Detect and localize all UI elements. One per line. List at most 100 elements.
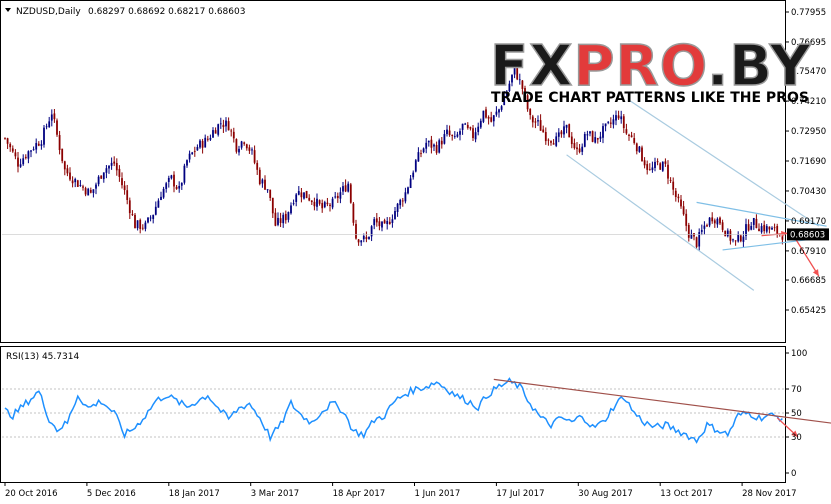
candle-body — [459, 131, 461, 135]
candle-body — [318, 200, 321, 204]
candle-body — [235, 139, 238, 152]
candle-body — [40, 144, 43, 146]
candle-body — [45, 126, 48, 128]
candle-body — [745, 224, 747, 236]
candle-body — [448, 130, 451, 136]
candle-body — [201, 140, 204, 148]
candle-body — [144, 222, 147, 229]
candle-body — [336, 195, 339, 199]
candle-body — [755, 218, 758, 228]
candle-body — [266, 189, 269, 191]
candle-body — [771, 227, 773, 230]
candle-body — [188, 153, 191, 160]
candle-body — [316, 198, 318, 207]
channel-trend-line — [628, 99, 820, 227]
candle-body — [461, 123, 464, 130]
candle-body — [446, 129, 448, 135]
time-axis: 20 Oct 2016 5 Dec 2016 18 Jan 2017 3 Mar 20… — [4, 482, 797, 499]
candle-body — [225, 120, 227, 127]
candle-body — [352, 203, 355, 223]
candle-body — [326, 202, 329, 205]
candle-body — [180, 182, 183, 186]
candle-body — [620, 116, 623, 120]
candle-body — [433, 144, 435, 147]
candle-body — [474, 132, 477, 140]
price-tick-label: 0.74210 — [791, 97, 826, 107]
time-tick-label: 13 Oct 2017 — [660, 489, 713, 499]
candle-body — [92, 189, 95, 193]
candle-body — [58, 135, 61, 151]
candle-body — [708, 217, 711, 226]
candle-body — [732, 239, 734, 241]
price-axis: 0.77955 0.76695 0.75470 0.74210 0.72950 0.716… — [2, 8, 829, 316]
candle-body — [490, 117, 493, 122]
candle-body — [321, 203, 324, 209]
candle-body — [687, 224, 690, 238]
candle-body — [690, 233, 693, 239]
candle-body — [206, 138, 209, 140]
candle-body — [500, 106, 503, 110]
candle-body — [154, 206, 157, 215]
candle-body — [388, 221, 391, 224]
candle-body — [9, 144, 12, 148]
candle-body — [414, 160, 417, 172]
candle-body — [238, 148, 240, 153]
candle-body — [641, 147, 643, 162]
candle-body — [391, 219, 394, 223]
candle-body — [425, 142, 428, 149]
candle-body — [308, 197, 311, 201]
candle-body — [617, 115, 620, 119]
price-header: NZDUSD,Daily 0.68297 0.68692 0.68217 0.6… — [5, 7, 245, 17]
candle-body — [329, 204, 331, 206]
candle-body — [638, 146, 641, 152]
candle-body — [35, 143, 38, 150]
candle-body — [295, 194, 298, 202]
candle-body — [674, 190, 677, 198]
price-tick-label: 0.70430 — [791, 187, 826, 197]
candle-body — [599, 136, 602, 139]
price-tick-label: 0.72950 — [791, 127, 826, 137]
candle-body — [105, 168, 108, 173]
candle-body — [544, 132, 547, 142]
candle-body — [118, 168, 121, 177]
candle-body — [61, 148, 64, 162]
candle-body — [568, 124, 571, 138]
time-tick-label: 17 Jul 2017 — [496, 489, 544, 499]
candle-body — [700, 230, 703, 232]
candle-body — [646, 164, 649, 170]
logo-subtitle: TRADE CHART PATTERNS LIKE THE PROS — [491, 90, 809, 106]
rsi-overlays — [493, 378, 831, 438]
candle-body — [243, 142, 246, 144]
candle-body — [516, 66, 519, 80]
price-tick-label: 0.75470 — [791, 67, 826, 77]
candle-body — [479, 120, 482, 128]
candle-body — [89, 189, 92, 193]
svg-text:FXPRO.BY: FXPRO.BY — [490, 34, 812, 99]
candle-body — [482, 110, 485, 122]
candle-body — [765, 226, 768, 232]
candle-body — [219, 123, 222, 125]
candle-body — [719, 217, 721, 224]
candle-body — [664, 161, 667, 164]
candle-body — [121, 178, 123, 186]
candle-body — [407, 187, 409, 194]
candle-body — [607, 121, 610, 123]
candle-body — [773, 227, 776, 229]
candle-body — [232, 131, 235, 139]
collapse-triangle-icon[interactable] — [5, 8, 11, 12]
candle-body — [53, 113, 56, 120]
rsi-line — [4, 377, 783, 444]
rsi-axis: 100 70 50 30 0 — [785, 349, 807, 479]
candle-body — [404, 192, 407, 202]
candle-body — [297, 191, 300, 195]
candle-body — [529, 108, 532, 116]
price-tick-label: 0.77955 — [791, 8, 826, 18]
candle-body — [87, 188, 90, 196]
candle-body — [492, 115, 495, 122]
price-panel — [0, 0, 786, 343]
candle-body — [126, 190, 129, 200]
candle-body — [466, 124, 469, 128]
candle-body — [349, 184, 352, 203]
candle-body — [440, 140, 443, 145]
candle-body — [167, 178, 170, 182]
